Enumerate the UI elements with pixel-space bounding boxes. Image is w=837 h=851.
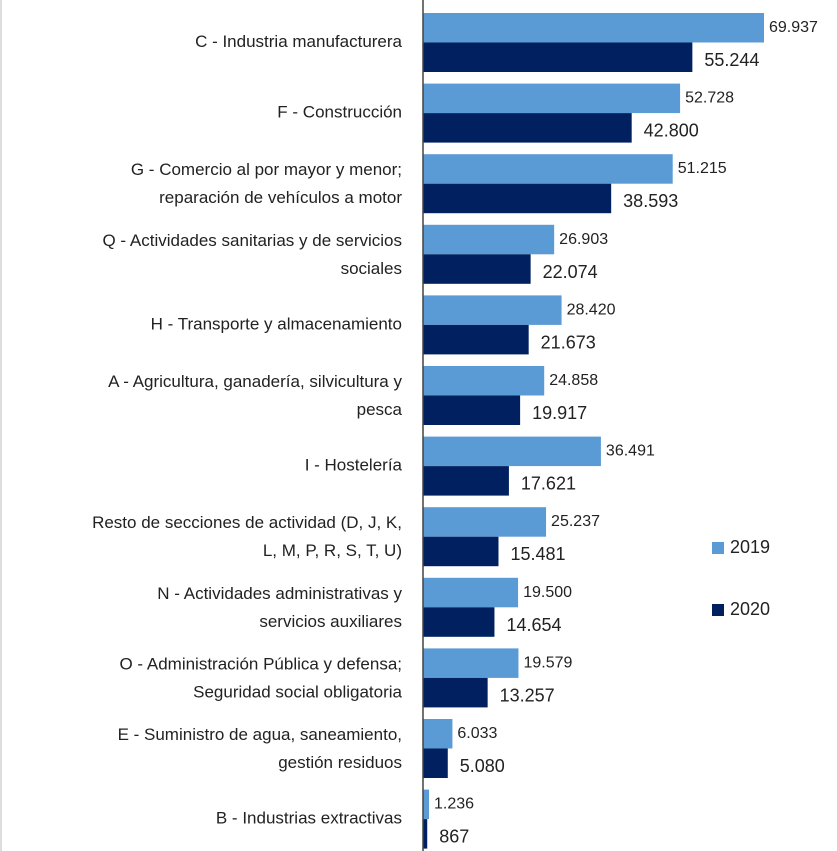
value-label: 38.593 — [623, 191, 678, 211]
value-label: 52.728 — [685, 90, 734, 107]
bar — [423, 324, 529, 355]
category-label: servicios auxiliares — [259, 612, 402, 631]
bar — [423, 577, 519, 608]
value-label: 51.215 — [678, 160, 727, 177]
value-label: 13.257 — [500, 685, 555, 705]
value-label: 1.236 — [434, 796, 474, 813]
category-label: N - Actividades administrativas y — [157, 584, 402, 603]
category-label: pesca — [357, 400, 403, 419]
value-label: 15.481 — [510, 544, 565, 564]
bar — [423, 748, 448, 778]
bar — [423, 819, 428, 849]
value-label: 867 — [439, 827, 469, 847]
bar — [423, 536, 499, 567]
legend-label: 2019 — [730, 537, 770, 557]
bar — [423, 436, 601, 467]
category-label: G - Comercio al por mayor y menor; — [131, 160, 402, 179]
value-label: 19.500 — [523, 584, 572, 601]
value-label: 25.237 — [551, 513, 600, 530]
category-label: sociales — [341, 259, 402, 278]
category-label: A - Agricultura, ganadería, silvicultura… — [108, 372, 402, 391]
value-label: 19.917 — [532, 403, 587, 423]
value-label: 42.800 — [644, 121, 699, 141]
value-label: 36.491 — [606, 443, 655, 460]
bar — [423, 789, 430, 820]
legend-label: 2020 — [730, 599, 770, 619]
category-label: C - Industria manufacturera — [195, 32, 402, 51]
bar — [423, 295, 562, 325]
category-label: reparación de vehículos a motor — [159, 188, 402, 207]
bar — [423, 254, 531, 284]
value-label: 22.074 — [543, 262, 598, 282]
legend-swatch — [712, 604, 724, 616]
value-label: 6.033 — [457, 725, 497, 742]
value-label: 21.673 — [541, 332, 596, 352]
bar — [423, 113, 632, 143]
value-label: 24.858 — [549, 372, 598, 389]
value-label: 5.080 — [460, 756, 505, 776]
category-label: Resto de secciones de actividad (D, J, K… — [92, 513, 402, 532]
bar — [423, 183, 612, 214]
bar — [423, 366, 545, 396]
value-label: 55.244 — [704, 50, 759, 70]
bar — [423, 395, 521, 425]
legend-swatch — [712, 542, 724, 554]
category-label: Q - Actividades sanitarias y de servicio… — [102, 231, 402, 250]
bar — [423, 677, 488, 708]
category-label: E - Suministro de agua, saneamiento, — [118, 725, 402, 744]
bar — [423, 154, 673, 184]
bar — [423, 42, 693, 72]
bar — [423, 466, 509, 496]
category-label: L, M, P, R, S, T, U) — [263, 541, 402, 560]
category-label: F - Construcción — [277, 103, 402, 122]
bar — [423, 224, 555, 255]
value-label: 69.937 — [769, 19, 818, 36]
category-label: I - Hostelería — [305, 456, 403, 475]
value-label: 26.903 — [559, 231, 608, 248]
bar — [423, 648, 519, 678]
category-label: gestión residuos — [278, 753, 402, 772]
category-label: B - Industrias extractivas — [216, 809, 402, 828]
value-label: 19.579 — [523, 654, 572, 671]
category-label: H - Transporte y almacenamiento — [151, 314, 402, 333]
bar — [423, 507, 547, 537]
bar — [423, 83, 681, 114]
category-label: Seguridad social obligatoria — [193, 682, 402, 701]
bar — [423, 13, 764, 43]
category-label: O - Administración Pública y defensa; — [119, 654, 402, 673]
bar — [423, 719, 453, 749]
value-label: 14.654 — [506, 615, 561, 635]
bar — [423, 607, 495, 637]
value-label: 28.420 — [567, 301, 616, 318]
value-label: 17.621 — [521, 474, 576, 494]
